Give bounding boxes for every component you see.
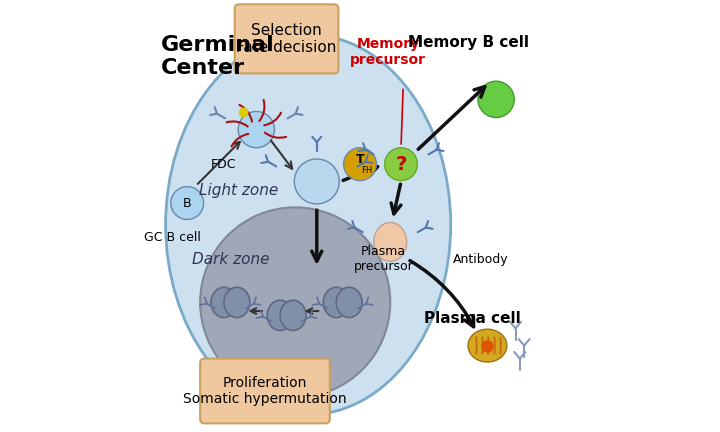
Text: Plasma cell: Plasma cell <box>424 311 521 326</box>
Ellipse shape <box>294 159 339 204</box>
Ellipse shape <box>200 207 390 397</box>
Text: Germinal
Center: Germinal Center <box>161 35 275 78</box>
Ellipse shape <box>171 187 204 219</box>
Ellipse shape <box>238 111 274 148</box>
Text: Dark zone: Dark zone <box>192 252 269 267</box>
Ellipse shape <box>343 148 377 181</box>
Ellipse shape <box>384 148 418 181</box>
Ellipse shape <box>211 287 237 318</box>
Text: Memory B cell: Memory B cell <box>408 35 528 50</box>
Text: Plasma
precursor: Plasma precursor <box>354 245 413 273</box>
Text: Proliferation
Somatic hypermutation: Proliferation Somatic hypermutation <box>183 376 347 406</box>
Text: Memory
precursor: Memory precursor <box>350 37 426 67</box>
Ellipse shape <box>166 35 451 415</box>
Text: Antibody: Antibody <box>453 253 509 266</box>
Ellipse shape <box>323 287 349 318</box>
Ellipse shape <box>336 287 362 318</box>
Text: Selection
Fate decision: Selection Fate decision <box>236 23 337 55</box>
Ellipse shape <box>478 81 514 118</box>
Text: ?: ? <box>395 155 407 174</box>
Text: B: B <box>183 197 192 210</box>
FancyBboxPatch shape <box>235 4 338 73</box>
Text: T: T <box>356 153 364 166</box>
Ellipse shape <box>267 300 293 330</box>
Ellipse shape <box>280 300 306 330</box>
FancyBboxPatch shape <box>200 359 330 423</box>
Text: FDC: FDC <box>211 158 237 171</box>
Ellipse shape <box>374 222 407 261</box>
Text: Light zone: Light zone <box>199 183 279 197</box>
Text: FH: FH <box>361 166 372 175</box>
Ellipse shape <box>468 329 507 362</box>
Text: GC B cell: GC B cell <box>144 231 200 244</box>
Ellipse shape <box>224 287 250 318</box>
